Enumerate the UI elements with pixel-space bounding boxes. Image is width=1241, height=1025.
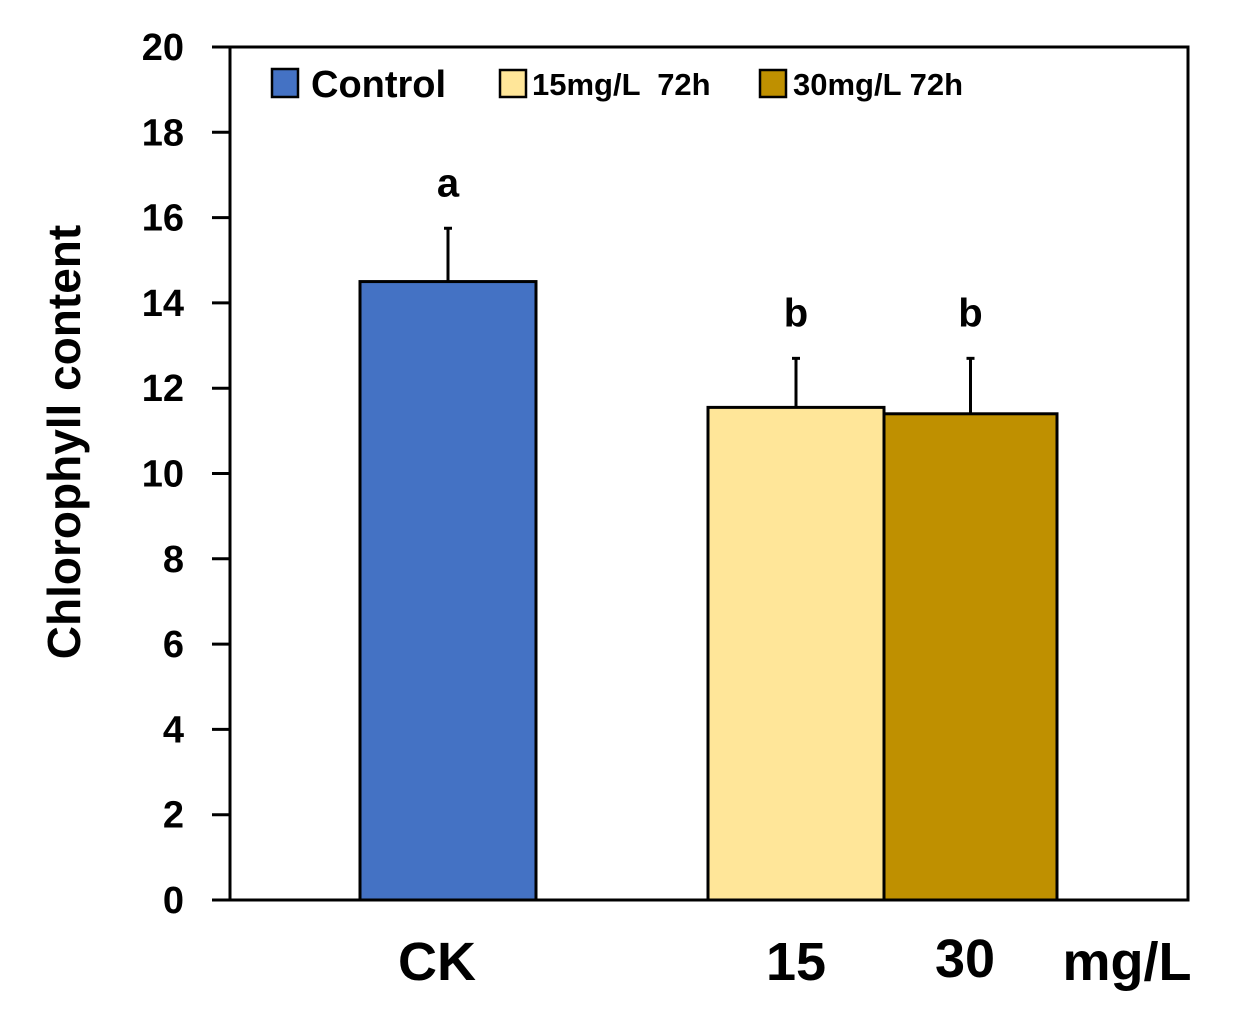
y-tick-label: 20: [142, 27, 184, 69]
y-tick-label: 12: [142, 368, 184, 410]
x-tick-15: 15: [766, 932, 826, 992]
y-tick-label: 0: [163, 880, 184, 922]
bar-30: [882, 412, 1059, 902]
y-tick-label: 2: [163, 795, 184, 837]
x-tick-30: 30: [935, 929, 995, 989]
y-tick-label: 16: [142, 198, 184, 240]
y-tick-label: 10: [142, 454, 184, 496]
y-tick-label: 6: [163, 624, 184, 666]
significance-label: a: [437, 161, 460, 205]
legend-label-control: Control: [311, 64, 446, 106]
bar-15: [706, 405, 886, 902]
legend: Control 15mg/L 72h 30mg/L 72h: [270, 64, 963, 106]
significance-label: b: [784, 291, 808, 335]
y-tick-label: 8: [163, 539, 184, 581]
bar-series: a b b: [358, 161, 1059, 902]
legend-label-30mg: 30mg/L 72h: [793, 67, 963, 102]
x-unit-label: mg/L: [1063, 932, 1192, 992]
y-tick-label: 4: [163, 709, 184, 751]
bar-ck: [358, 280, 538, 902]
legend-swatch-30mg: [758, 68, 788, 99]
y-axis-ticks: 0 2 4 6 8 10 12 14 16 18 20: [142, 27, 230, 922]
y-tick-label: 18: [142, 112, 184, 154]
x-tick-ck: CK: [398, 932, 476, 992]
y-tick-label: 14: [142, 283, 184, 325]
y-axis-label: Chlorophyll content: [38, 225, 90, 659]
legend-swatch-control: [270, 67, 300, 99]
significance-label: b: [958, 291, 982, 335]
legend-swatch-15mg: [498, 68, 528, 99]
legend-label-15mg: 15mg/L 72h: [532, 67, 711, 102]
